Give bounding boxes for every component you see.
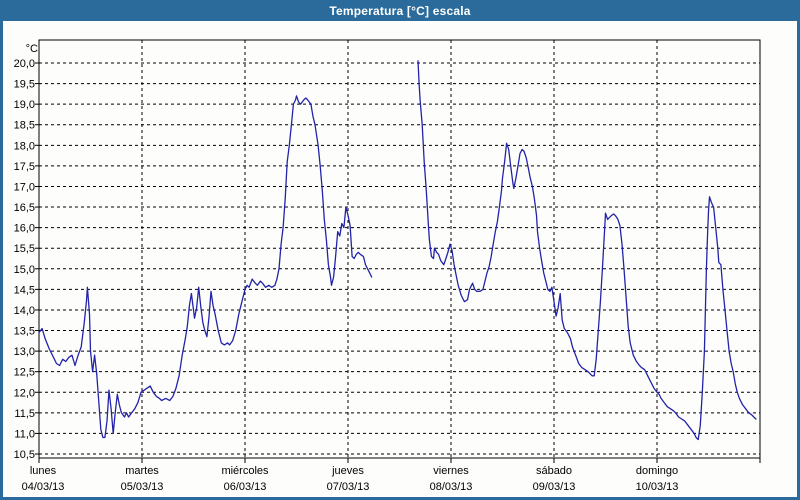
day-name-label: martes [125,465,159,477]
day-date-label: 04/03/13 [22,481,65,493]
day-name-label: sábado [536,465,572,477]
y-tick-label: 13,0 [14,346,35,358]
day-date-label: 09/03/13 [533,481,576,493]
day-date-label: 07/03/13 [327,481,370,493]
y-tick-label: 10,5 [14,449,35,461]
y-tick-label: 15,5 [14,243,35,255]
y-tick-label: 12,0 [14,387,35,399]
day-date-label: 06/03/13 [224,481,267,493]
y-tick-label: 18,5 [14,120,35,132]
day-name-label: jueves [331,465,364,477]
temperature-line [417,60,757,441]
title-bar: Temperatura [°C] escala [0,0,800,21]
y-tick-label: 12,5 [14,367,35,379]
y-tick-label: 18,0 [14,140,35,152]
day-name-label: domingo [636,465,678,477]
y-tick-label: 19,0 [14,99,35,111]
plot-frame [38,39,761,459]
y-tick-label: 14,5 [14,284,35,296]
day-date-label: 05/03/13 [121,481,164,493]
y-tick-label: 16,5 [14,202,35,214]
y-tick-label: 17,5 [14,161,35,173]
y-tick-label: 20,0 [14,58,35,70]
day-name-label: miércoles [221,465,269,477]
y-tick-label: 16,0 [14,223,35,235]
y-tick-label: 13,5 [14,326,35,338]
y-tick-label: 11,5 [14,408,35,420]
day-name-label: lunes [30,465,57,477]
y-axis-unit-label: °C [26,43,38,55]
y-tick-label: 14,0 [14,305,35,317]
y-tick-label: 11,0 [14,428,35,440]
temperature-line [38,95,373,439]
day-date-label: 08/03/13 [430,481,473,493]
day-name-label: viernes [433,465,469,477]
window-title: Temperatura [°C] escala [329,3,471,18]
y-tick-label: 15,0 [14,264,35,276]
day-date-label: 10/03/13 [636,481,679,493]
y-tick-label: 17,0 [14,181,35,193]
y-tick-label: 19,5 [14,79,35,91]
